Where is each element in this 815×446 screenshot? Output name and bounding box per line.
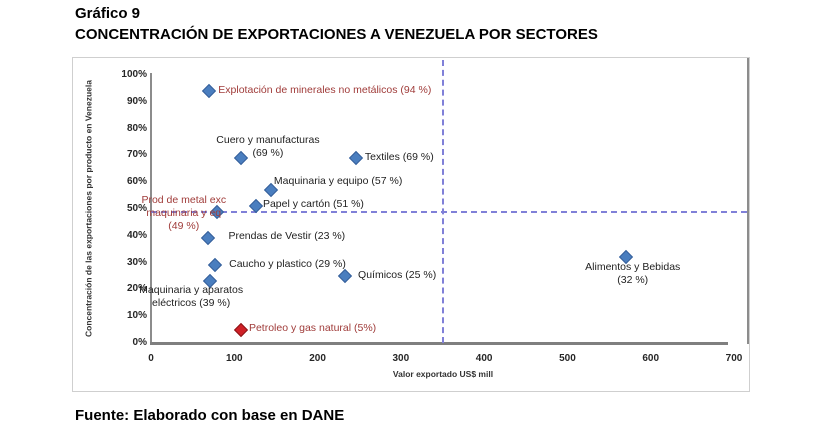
figure-number: Gráfico 9 <box>75 5 141 22</box>
x-axis-title: Valor exportado US$ mill <box>392 369 494 379</box>
point-label-line: Petroleo y gas natural (5%) <box>248 321 377 334</box>
y-tick-label: 40% <box>126 229 147 241</box>
y-tick-label: 80% <box>126 122 147 134</box>
y-tick-label: 10% <box>126 310 147 322</box>
point-label-line: Maquinaria y equipo (57 %) <box>273 175 403 188</box>
scatter-point <box>202 84 217 99</box>
x-tick-label: 100 <box>225 353 243 364</box>
y-tick-label: 0% <box>132 337 147 348</box>
point-label-line: (49 %) <box>168 219 200 232</box>
point-label-line: Alimentos y Bebidas <box>585 261 681 274</box>
point-label-line: Caucho y plastico (29 %) <box>229 258 346 271</box>
scatter-point <box>208 258 223 273</box>
point-label-line: (69 %) <box>252 147 284 160</box>
point-label-line: (32 %) <box>617 274 649 287</box>
point-label: Petroleo y gas natural (5%) <box>249 322 376 335</box>
point-label: Papel y cartón (51 %) <box>263 198 364 211</box>
point-label: Prod de metal exc maquinaria y eq (49 %) <box>141 194 226 233</box>
y-tick-label: 60% <box>126 176 147 188</box>
figure-title: CONCENTRACIÓN DE EXPORTACIONES A VENEZUE… <box>75 26 598 43</box>
scatter-point <box>348 151 363 166</box>
point-label: Cuero y manufacturas (69 %) <box>216 134 319 160</box>
point-label: Caucho y plastico (29 %) <box>229 258 346 271</box>
horizontal-reference-line <box>151 210 747 213</box>
x-tick-label: 300 <box>392 353 410 364</box>
x-tick-label: 500 <box>559 353 576 364</box>
chart: Concentración de las exportaciones por p… <box>72 57 750 392</box>
x-axis-line <box>150 342 728 345</box>
y-tick-label: 90% <box>126 95 147 107</box>
plot-right-border <box>747 58 749 344</box>
point-label-line: Prendas de Vestir (23 %) <box>228 230 346 243</box>
point-label-line: Explotación de minerales no metálicos (9… <box>218 84 432 97</box>
point-label: Alimentos y Bebidas (32 %) <box>585 261 680 287</box>
point-label: Maquinaria y equipo (57 %) <box>274 175 402 188</box>
x-tick-label: 700 <box>725 353 743 364</box>
point-label-line: eléctricos (39 %) <box>152 297 231 310</box>
source-note: Fuente: Elaborado con base en DANE <box>75 407 345 424</box>
point-label-line: maquinaria y eq <box>146 206 222 219</box>
x-tick-label: 200 <box>309 353 326 364</box>
y-tick-label: 70% <box>126 149 147 161</box>
y-axis-title: Concentración de las exportaciones por p… <box>83 80 94 337</box>
y-tick-label: 100% <box>121 69 147 80</box>
point-label-line: Prod de metal exc <box>141 193 227 206</box>
scatter-point <box>201 231 216 246</box>
y-tick-label: 50% <box>126 203 147 214</box>
point-label-line: Cuero y manufacturas <box>216 134 320 147</box>
point-label-line: Químicos (25 %) <box>358 269 437 281</box>
y-tick-label: 30% <box>126 256 147 268</box>
point-label: Maquinaria y aparatos eléctricos (39 %) <box>139 284 243 310</box>
y-axis-line <box>150 73 152 344</box>
x-tick-label: 600 <box>642 353 660 364</box>
x-tick-label: 0 <box>148 353 154 364</box>
point-label-line: Textiles (69 %) <box>364 151 434 164</box>
point-label-line: Maquinaria y aparatos <box>139 284 244 297</box>
point-label-line: Papel y cartón (51 %) <box>262 198 364 211</box>
point-label: Explotación de minerales no metálicos (9… <box>218 84 431 97</box>
scatter-point <box>233 322 249 337</box>
y-tick-label: 20% <box>126 283 147 295</box>
point-label: Prendas de Vestir (23 %) <box>228 230 345 243</box>
point-label: Químicos (25 %) <box>358 269 436 282</box>
x-tick-label: 400 <box>475 353 493 364</box>
vertical-reference-line <box>441 60 444 343</box>
point-label: Textiles (69 %) <box>365 151 434 164</box>
